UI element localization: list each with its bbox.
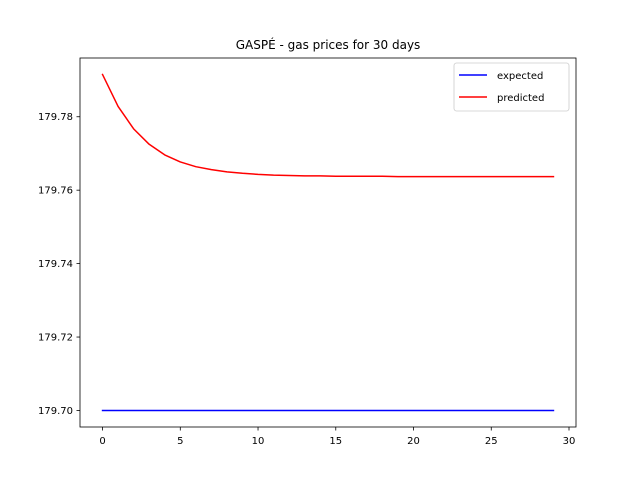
x-tick-label: 15 [329, 436, 342, 447]
y-tick-label: 179.74 [38, 259, 73, 270]
x-tick-label: 25 [485, 436, 498, 447]
y-tick-label: 179.78 [38, 112, 73, 123]
x-tick-label: 10 [252, 436, 265, 447]
y-tick-label: 179.70 [38, 406, 73, 417]
x-tick-label: 0 [99, 436, 105, 447]
plot-area [101, 73, 555, 412]
axes: 0 5 10 15 20 25 30 179.70 179.72 179.74 179.76 179.… [38, 57, 577, 447]
x-tick-label: 30 [563, 436, 576, 447]
chart-title: GASPÉ - gas prices for 30 days [236, 37, 421, 52]
axes-frame [79, 57, 577, 428]
legend-label-expected: expected [497, 71, 543, 82]
series-line-predicted [101, 73, 555, 178]
legend: expected predicted [453, 62, 570, 112]
legend-label-predicted: predicted [497, 93, 544, 104]
x-tick-label: 5 [177, 436, 183, 447]
y-tick-label: 179.72 [38, 333, 73, 344]
y-tick-label: 179.76 [38, 186, 73, 197]
x-tick-label: 20 [407, 436, 420, 447]
